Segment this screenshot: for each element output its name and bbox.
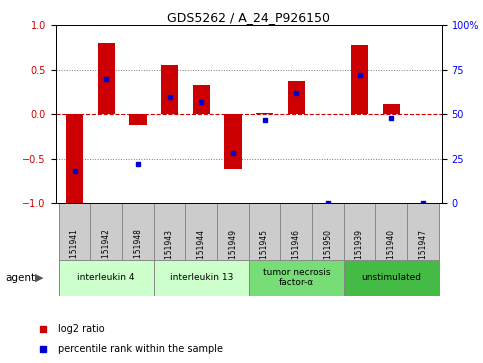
Text: GSM1151950: GSM1151950 [324,229,332,280]
Bar [98,43,115,114]
Text: interleukin 13: interleukin 13 [170,273,233,282]
Bar [256,113,273,114]
Text: GSM1151947: GSM1151947 [418,229,427,280]
Bar [375,203,407,260]
Text: GSM1151944: GSM1151944 [197,229,206,280]
Text: tumor necrosis
factor-α: tumor necrosis factor-α [262,268,330,287]
Bar [407,203,439,260]
Bar [193,85,210,114]
Bar [154,203,185,260]
Bar [344,260,439,296]
Text: ▶: ▶ [35,273,44,283]
Text: GSM1151943: GSM1151943 [165,229,174,280]
Bar [161,65,178,114]
Bar [351,45,369,114]
Bar [312,203,344,260]
Text: GSM1151946: GSM1151946 [292,229,301,280]
Bar [122,203,154,260]
Bar [224,114,242,170]
Text: GSM1151948: GSM1151948 [133,229,142,280]
Bar [281,203,312,260]
Bar [217,203,249,260]
Bar [249,203,281,260]
Bar [249,260,344,296]
Bar [344,203,375,260]
Bar [66,114,83,203]
Bar [59,203,90,260]
Bar [287,81,305,114]
Text: GSM1151942: GSM1151942 [102,229,111,280]
Text: agent: agent [6,273,36,283]
Bar [129,114,147,125]
Bar [154,260,249,296]
Text: GSM1151940: GSM1151940 [387,229,396,280]
Text: log2 ratio: log2 ratio [58,325,104,334]
Title: GDS5262 / A_24_P926150: GDS5262 / A_24_P926150 [167,11,330,24]
Bar [90,203,122,260]
Text: percentile rank within the sample: percentile rank within the sample [58,344,223,354]
Text: interleukin 4: interleukin 4 [77,273,135,282]
Bar [185,203,217,260]
Text: GSM1151941: GSM1151941 [70,229,79,280]
Text: unstimulated: unstimulated [361,273,421,282]
Bar [59,260,154,296]
Bar [383,104,400,114]
Text: GSM1151945: GSM1151945 [260,229,269,280]
Text: GSM1151949: GSM1151949 [228,229,238,280]
Text: GSM1151939: GSM1151939 [355,229,364,280]
